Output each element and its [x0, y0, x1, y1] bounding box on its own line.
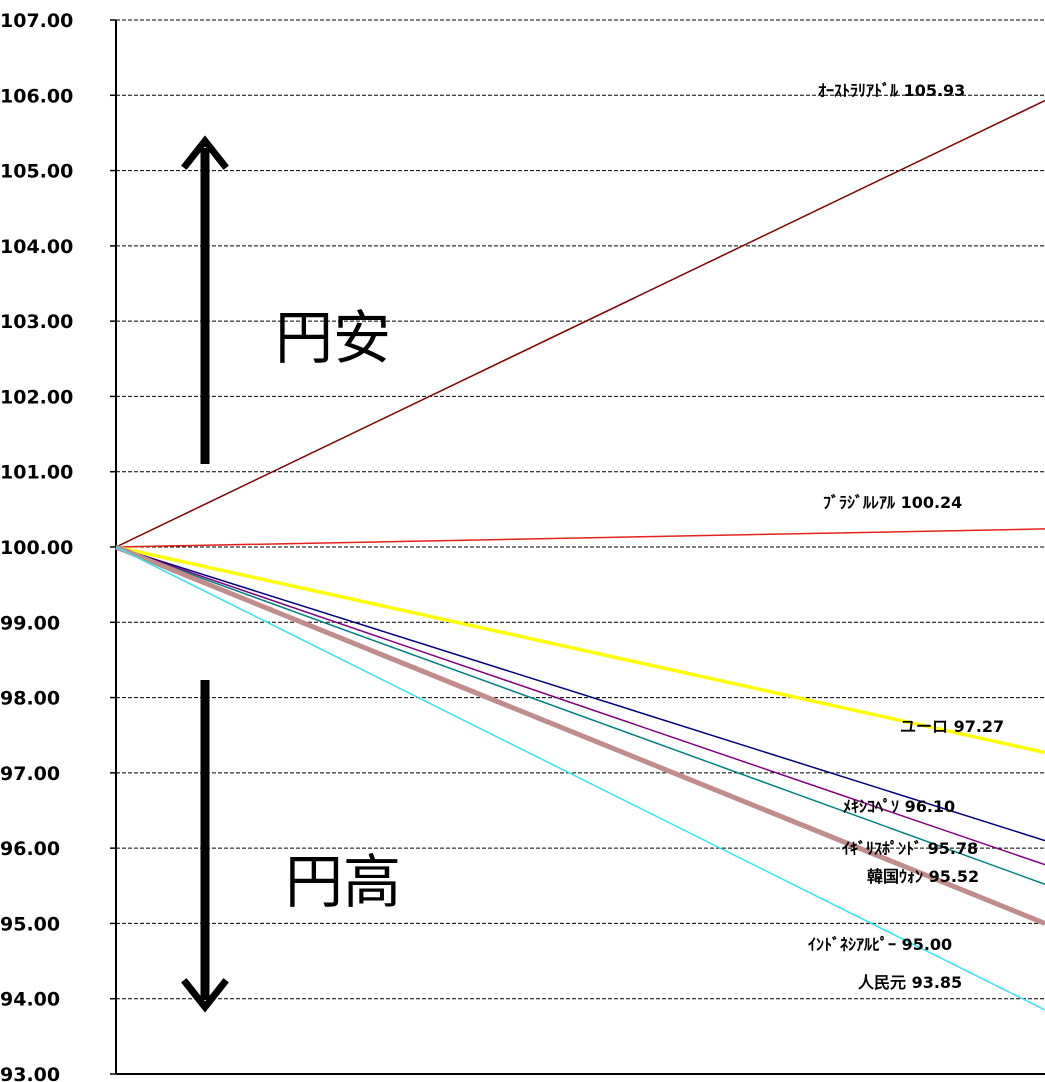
series-label-0: ｵｰｽﾄﾗﾘｱﾄﾞﾙ 105.93: [818, 81, 965, 100]
up-arrow-icon: [181, 135, 229, 464]
y-tick-label: 100.00: [0, 537, 73, 559]
yen-weak-label: 円安: [275, 304, 391, 372]
y-tick-label: 105.00: [0, 161, 73, 183]
series-line-2: [115, 545, 1045, 755]
y-tick-label: 93.00: [0, 1064, 60, 1082]
y-tick-label: 98.00: [0, 688, 60, 710]
series-label-3: ﾒｷｼｺﾍﾟｿ 96.10: [843, 797, 955, 816]
series-label-2: ユーロ 97.27: [900, 717, 1004, 736]
y-tick-label: 95.00: [0, 913, 60, 935]
series-line-3: [115, 546, 1045, 842]
y-tick-label: 96.00: [0, 838, 60, 860]
y-tick-label: 97.00: [0, 763, 60, 785]
grid-lines: [116, 19, 1045, 1000]
y-tick-label: 106.00: [0, 85, 73, 107]
series-line-4: [115, 546, 1045, 866]
series-line-6: [115, 544, 1045, 926]
y-tick-label: 107.00: [0, 10, 73, 32]
y-tick-label: 102.00: [0, 386, 73, 408]
series-line-5: [115, 546, 1045, 885]
y-tick-labels: 107.00 106.00 105.00 104.00 103.00 102.00 101.…: [0, 10, 73, 1082]
y-tick-label: 99.00: [0, 612, 60, 634]
y-tick-label: 101.00: [0, 462, 73, 484]
yen-strong-label: 円高: [285, 848, 401, 916]
y-tick-label: 94.00: [0, 989, 60, 1011]
series-labels: ｵｰｽﾄﾗﾘｱﾄﾞﾙ 105.93 ﾌﾞﾗｼﾞﾙﾚｱﾙ 100.24 ユーロ 97.…: [808, 81, 1004, 992]
y-tick-label: 104.00: [0, 236, 73, 258]
y-tick-label: 103.00: [0, 311, 73, 333]
series-label-5: 韓国ｳｫﾝ 95.52: [867, 867, 979, 886]
series-label-7: 人民元 93.85: [858, 973, 962, 992]
down-arrow-icon: [181, 680, 229, 1013]
series-label-1: ﾌﾞﾗｼﾞﾙﾚｱﾙ 100.24: [823, 493, 962, 512]
series-lines: [115, 99, 1045, 1011]
series-label-4: ｲｷﾞﾘｽﾎﾟﾝﾄﾞ 95.78: [842, 839, 978, 858]
series-label-6: ｲﾝﾄﾞﾈｼｱﾙﾋﾟｰ 95.00: [808, 935, 952, 954]
series-line-0: [115, 99, 1045, 548]
series-line-1: [115, 528, 1045, 548]
series-line-7: [115, 546, 1045, 1011]
